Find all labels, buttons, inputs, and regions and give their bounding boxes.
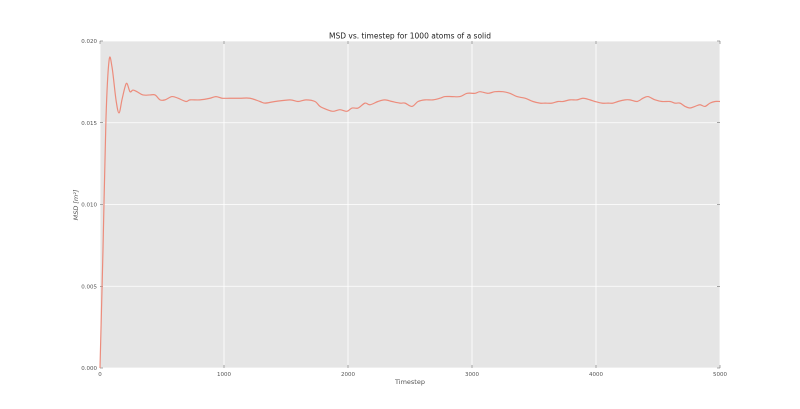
x-tick-label: 2000: [341, 372, 355, 378]
x-tick-label: 3000: [465, 372, 479, 378]
grid-lines: [99, 40, 721, 369]
y-tick-label: 0.010: [81, 203, 97, 209]
y-tick-label: 0.020: [81, 39, 97, 45]
x-axis-ticks: 0 1000 2000 3000 4000 5000: [98, 41, 727, 378]
y-tick-label: 0.000: [81, 366, 97, 372]
msd-series-line: [99, 56, 721, 369]
x-tick-label: 1000: [217, 372, 231, 378]
chart-title: MSD vs. timestep for 1000 atoms of a sol…: [329, 32, 491, 41]
x-tick-label: 5000: [713, 372, 727, 378]
y-tick-label: 0.005: [81, 284, 97, 290]
y-tick-label: 0.015: [81, 121, 97, 127]
x-tick-label: 4000: [589, 372, 603, 378]
x-axis-label: Timestep: [394, 378, 425, 386]
x-tick-label: 0: [98, 372, 102, 378]
y-axis-ticks: 0.000 0.005 0.010 0.015 0.020: [81, 39, 720, 372]
y-axis-label: MSD [m²]: [72, 189, 80, 220]
